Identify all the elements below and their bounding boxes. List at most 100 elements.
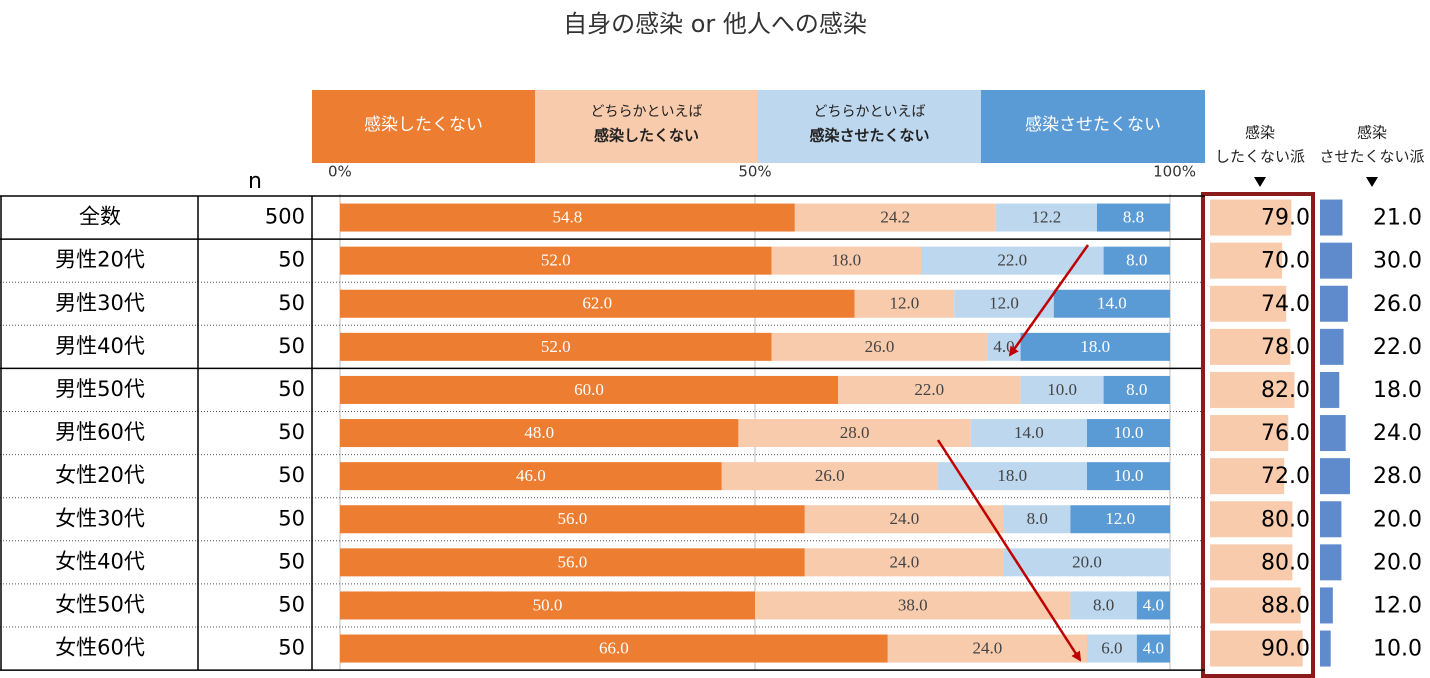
bar-segment [738, 419, 971, 448]
summary-value: 12.0 [1373, 593, 1422, 618]
bar-label: 24.0 [890, 552, 920, 571]
legend-swatch [981, 90, 1205, 163]
summary-bar [1320, 415, 1346, 452]
bar-segment [340, 591, 755, 620]
bar-segment [804, 505, 1004, 534]
bar-segment [721, 462, 938, 491]
bar-segment [1053, 289, 1170, 318]
summary-value: 82.0 [1261, 378, 1310, 403]
legend-label: 感染させたくない [1025, 115, 1161, 135]
bar-label: 56.0 [558, 552, 588, 571]
summary-bar [1320, 630, 1331, 667]
bar-segment [340, 289, 855, 318]
arrow [936, 439, 1082, 662]
bar-segment [1103, 246, 1170, 275]
n-value: 50 [278, 248, 305, 272]
summary-bar [1210, 501, 1293, 538]
bar-segment [1070, 505, 1170, 534]
bar-label: 8.0 [1126, 251, 1147, 270]
legend-label: 感染したくない [364, 115, 483, 135]
summary-bar [1320, 458, 1350, 495]
bar-label: 6.0 [1101, 638, 1122, 657]
bar-label: 20.0 [1072, 552, 1102, 571]
bar-label: 22.0 [997, 251, 1027, 270]
bar-segment [340, 505, 805, 534]
summary-value: 74.0 [1261, 292, 1310, 317]
n-value: 50 [278, 377, 305, 401]
bar-segment [1070, 591, 1137, 620]
bar-segment [954, 289, 1054, 318]
legend-label: 感染したくない [594, 127, 699, 145]
summary-value: 30.0 [1373, 249, 1422, 274]
arrow [1008, 244, 1090, 357]
bar-segment [854, 289, 955, 318]
bar-segment [771, 246, 921, 275]
bar-label: 8.8 [1123, 207, 1144, 226]
bar-label: 10.0 [1047, 380, 1077, 399]
legend-swatch [535, 90, 758, 163]
legend-label: どちらかといえば [814, 104, 926, 120]
legend-label: どちらかといえば [591, 104, 703, 120]
summary-value: 21.0 [1373, 206, 1422, 231]
chart-title: 自身の感染 or 他人への感染 [563, 10, 867, 38]
summary-value: 88.0 [1261, 593, 1310, 618]
summary-bar [1210, 458, 1285, 495]
summary-value: 22.0 [1373, 335, 1422, 360]
bar-segment [1136, 591, 1170, 620]
bar-segment [1087, 462, 1170, 491]
bar-segment [1004, 548, 1170, 577]
legend-label: 感染させたくない [809, 127, 929, 145]
summary-bar [1210, 587, 1301, 624]
bar-label: 46.0 [516, 466, 546, 485]
column-header: 感染 [1245, 124, 1275, 142]
bar-label: 50.0 [533, 595, 563, 614]
summary-value: 24.0 [1373, 421, 1422, 446]
row-label: 男性40代 [55, 334, 145, 358]
bar-segment [340, 462, 722, 491]
bar-label: 10.0 [1114, 466, 1144, 485]
row-label: 女性50代 [55, 592, 145, 616]
bar-segment [887, 634, 1087, 663]
bar-label: 12.2 [1031, 207, 1061, 226]
bar-label: 8.0 [1126, 380, 1147, 399]
bar-segment [995, 203, 1097, 232]
bar-label: 60.0 [574, 380, 604, 399]
bar-segment [340, 203, 795, 232]
summary-bar [1210, 242, 1283, 279]
bar-label: 18.0 [831, 251, 861, 270]
bar-label: 62.0 [582, 294, 612, 313]
summary-bar [1210, 285, 1287, 322]
bar-segment [1087, 634, 1137, 663]
summary-bar [1320, 544, 1342, 581]
legend-swatch [312, 90, 535, 163]
x-tick-label: 100% [1153, 163, 1196, 181]
summary-value: 70.0 [1261, 249, 1310, 274]
bar-label: 14.0 [1097, 294, 1127, 313]
summary-bar [1210, 415, 1289, 452]
bar-label: 10.0 [1114, 423, 1144, 442]
x-tick-label: 0% [328, 163, 352, 181]
summary-bar [1210, 630, 1303, 667]
n-value: 500 [265, 205, 305, 229]
summary-bar [1210, 544, 1293, 581]
n-value: 50 [278, 592, 305, 616]
row-label: 女性40代 [55, 549, 145, 573]
column-header: したくない派 [1215, 148, 1305, 166]
bar-label: 48.0 [524, 423, 554, 442]
n-value: 50 [278, 549, 305, 573]
bar-label: 18.0 [1080, 337, 1110, 356]
bar-label: 28.0 [840, 423, 870, 442]
header-marker [1254, 177, 1266, 187]
row-label: 女性30代 [55, 506, 145, 530]
bar-label: 24.0 [890, 509, 920, 528]
bar-segment [340, 419, 739, 448]
bar-label: 22.0 [914, 380, 944, 399]
bar-segment [1020, 375, 1104, 404]
summary-value: 79.0 [1261, 206, 1310, 231]
bar-segment [1087, 419, 1170, 448]
summary-bar [1210, 199, 1292, 236]
bar-label: 8.0 [1093, 595, 1114, 614]
bar-label: 38.0 [898, 595, 928, 614]
bar-segment [340, 246, 772, 275]
bar-label: 8.0 [1027, 509, 1048, 528]
